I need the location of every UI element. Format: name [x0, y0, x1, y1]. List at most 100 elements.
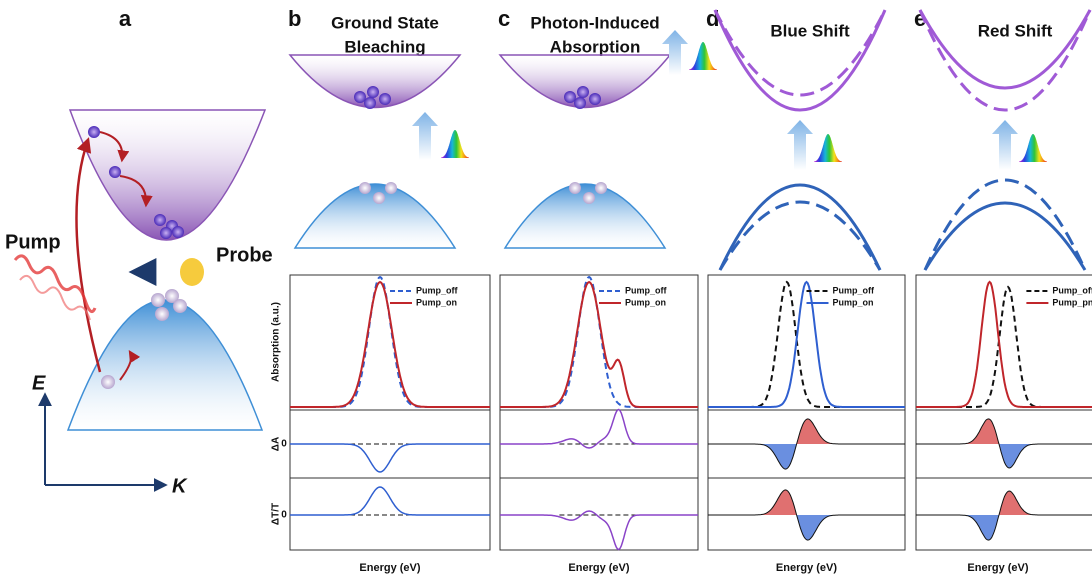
x-axis-label: Energy (eV) — [967, 562, 1028, 574]
panel-title: Bleaching — [344, 37, 425, 56]
electron — [88, 126, 100, 138]
x-axis-label: Energy (eV) — [568, 562, 629, 574]
y-axis-label: ΔT/T — [271, 503, 282, 525]
y-axis-label: Absorption (a.u.) — [271, 302, 282, 382]
positive-lobe — [916, 418, 1092, 444]
relax-arrow — [99, 131, 130, 163]
difference-curve — [916, 490, 1092, 541]
hole — [155, 307, 169, 321]
plot-frame — [289, 274, 491, 551]
electron — [379, 93, 391, 105]
y-axis-label: ΔA — [271, 437, 282, 451]
valence-band — [718, 183, 882, 271]
positive-lobe — [916, 491, 1092, 515]
pump-wave — [19, 274, 91, 321]
panel-title: Ground State — [331, 13, 439, 32]
plot-frame — [707, 274, 906, 551]
legend-label: Pump_off — [416, 285, 459, 295]
negative-lobe — [916, 444, 1092, 468]
panel-title: Blue Shift — [770, 21, 850, 40]
transition-arrow — [992, 120, 1018, 170]
axis-k-label: K — [172, 475, 188, 497]
plot-frame — [915, 274, 1092, 551]
x-axis-label: Energy (eV) — [776, 562, 837, 574]
electron — [109, 166, 121, 178]
difference-curve — [500, 510, 698, 551]
x-axis-label: Energy (eV) — [359, 562, 420, 574]
difference-curve — [916, 418, 1092, 469]
valence-band — [923, 201, 1087, 271]
conduction-band — [713, 9, 887, 112]
hole — [595, 182, 607, 194]
hole — [583, 192, 595, 204]
negative-lobe — [916, 515, 1092, 541]
probe-label: Probe — [216, 244, 273, 266]
conduction-band-shifted — [713, 9, 887, 97]
pump-on-curve — [500, 280, 698, 408]
electron — [354, 91, 366, 103]
electron — [364, 97, 376, 109]
difference-curve — [708, 418, 905, 470]
hole — [385, 182, 397, 194]
positive-lobe — [708, 489, 905, 515]
electron — [172, 226, 184, 238]
valence-band — [293, 183, 457, 249]
plot-frame — [499, 274, 699, 551]
transition-arrow — [412, 112, 438, 160]
relax-arrow — [119, 175, 153, 208]
legend-label: Pump_off — [1052, 285, 1092, 295]
conduction-band — [498, 54, 672, 109]
pump-off-curve — [708, 280, 905, 408]
probe-spectrum — [1019, 134, 1047, 162]
difference-curve — [290, 486, 490, 516]
hole — [151, 293, 165, 307]
transition-arrow — [787, 120, 813, 170]
excitation-arrow — [75, 137, 102, 373]
electron — [574, 97, 586, 109]
panel-title: Red Shift — [978, 21, 1053, 40]
panel-label: b — [288, 6, 301, 31]
probe-pulse — [180, 258, 204, 286]
conduction-band — [918, 9, 1092, 90]
pump-off-curve — [500, 275, 698, 408]
axis-e-label: E — [32, 372, 46, 394]
hole — [359, 182, 371, 194]
pump-on-curve — [290, 280, 490, 408]
negative-lobe — [708, 444, 905, 470]
pump-on-curve — [916, 280, 1092, 408]
panel-label: c — [498, 6, 510, 31]
conduction-band — [288, 54, 462, 109]
panel-a: a Pump Probe E K — [5, 6, 273, 497]
panel-title: Absorption — [550, 37, 641, 56]
hole — [101, 375, 115, 389]
hole — [173, 299, 187, 313]
difference-curve — [290, 443, 490, 473]
electron — [564, 91, 576, 103]
legend-label: Pump_pn — [1052, 297, 1092, 307]
conduction-band-shifted — [918, 9, 1092, 112]
electron — [589, 93, 601, 105]
pump-wave — [13, 254, 97, 314]
positive-lobe — [708, 418, 905, 444]
valence-band-shifted — [718, 200, 882, 271]
legend-label: Pump_off — [625, 285, 668, 295]
probe-spectrum — [814, 134, 842, 162]
valence-band-shifted — [923, 178, 1087, 271]
relax-arrow — [119, 349, 141, 381]
zero-label: 0 — [281, 510, 287, 521]
legend-label: Pump_on — [833, 297, 874, 307]
pump-on-curve — [708, 280, 905, 408]
hole — [373, 192, 385, 204]
difference-curve — [500, 408, 698, 449]
legend-label: Pump_on — [625, 297, 666, 307]
probe-spectrum — [441, 130, 469, 158]
panel-title: Photon-Induced — [530, 13, 659, 32]
hole — [165, 289, 179, 303]
zero-label: 0 — [281, 439, 287, 450]
pump-label: Pump — [5, 231, 61, 253]
electron — [160, 227, 172, 239]
difference-curve — [708, 489, 905, 541]
hole — [569, 182, 581, 194]
negative-lobe — [708, 515, 905, 541]
